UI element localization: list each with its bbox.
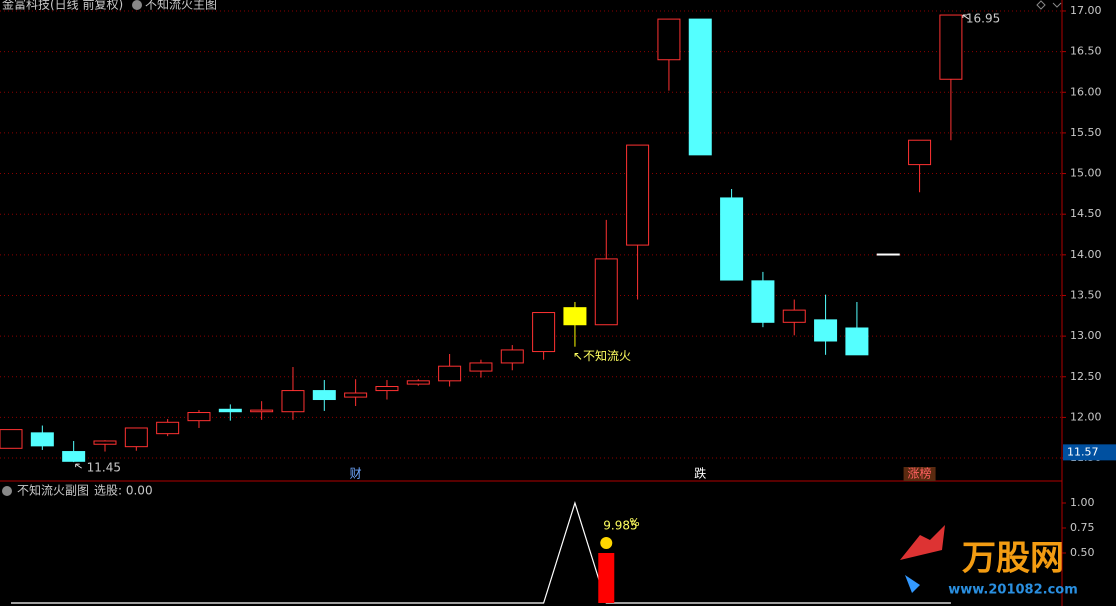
cursor-price: 11.57 <box>1067 445 1099 458</box>
candle-body <box>594 258 618 326</box>
candle-body <box>500 349 524 364</box>
y-tick-label: 0.50 <box>1070 546 1095 559</box>
signal-bar <box>598 553 615 603</box>
y-tick-label: 15.00 <box>1070 167 1102 180</box>
candle-body <box>375 386 399 392</box>
y-tick-label: 1.00 <box>1070 496 1095 509</box>
annotation-arrow <box>75 463 82 469</box>
candle-body <box>344 392 368 398</box>
logo-icon <box>900 525 945 560</box>
chart-title: 金富科技(日线 前复权) <box>2 0 123 12</box>
candle-body <box>814 319 838 342</box>
candle-body <box>312 390 336 401</box>
candle-body <box>93 440 117 445</box>
logo: 万股网 www.201082.com <box>900 525 1078 598</box>
y-tick-label: 17.00 <box>1070 4 1102 17</box>
y-tick-label: 13.50 <box>1070 288 1102 301</box>
candle-body <box>782 309 806 323</box>
annotation: ↖不知流火 <box>573 349 631 363</box>
candle-body <box>0 429 23 449</box>
candle-body <box>124 427 148 448</box>
candle-body <box>563 307 587 326</box>
y-tick-label: 12.00 <box>1070 410 1102 423</box>
candle-body <box>281 390 305 413</box>
high-label: 16.95 <box>966 12 1000 26</box>
candle-body <box>626 144 650 246</box>
x-marker-label: 跌 <box>694 466 706 481</box>
candle-body <box>908 139 932 166</box>
candle-body <box>30 432 54 447</box>
menu-icon[interactable] <box>132 0 142 10</box>
pct-label: 9.985 <box>603 519 637 533</box>
candle-body <box>250 409 274 413</box>
low-label: 11.45 <box>87 461 121 475</box>
marker-bg <box>903 467 936 481</box>
candle-body <box>939 14 963 80</box>
candle-body <box>187 412 211 422</box>
cursor-box <box>1063 444 1116 461</box>
signal-line <box>11 500 951 604</box>
candle-body <box>62 451 86 462</box>
candle-body <box>469 362 493 372</box>
logo-name: 万股网 <box>962 539 1064 579</box>
candle-body <box>720 197 744 281</box>
candle-body <box>532 312 556 353</box>
logo-url: www.201082.com <box>948 583 1078 598</box>
y-tick-label: 16.00 <box>1070 85 1102 98</box>
indicator-name: 不知流火主图 <box>145 0 217 12</box>
candle-body <box>657 18 681 61</box>
candle-body <box>876 253 900 256</box>
candle-body <box>406 380 430 385</box>
candle-body <box>218 408 242 413</box>
y-tick-label: 15.50 <box>1070 126 1102 139</box>
candle-body <box>751 280 775 323</box>
y-tick-label: 14.50 <box>1070 207 1102 220</box>
candle-body <box>438 365 462 382</box>
candle-body <box>688 18 712 156</box>
y-tick-label: 13.00 <box>1070 329 1102 342</box>
y-tick-label: 12.50 <box>1070 370 1102 383</box>
smiley <box>600 537 613 549</box>
candle-body <box>156 421 180 435</box>
x-marker-label: 涨榜 <box>908 466 932 481</box>
pct-unit: % <box>629 516 639 529</box>
logo-icon <box>905 575 920 593</box>
panel-icons[interactable] <box>1036 0 1062 10</box>
y-tick-label: 16.50 <box>1070 45 1102 58</box>
sub-readout: 选股: 0.00 <box>94 484 153 498</box>
x-marker-label: 财 <box>350 467 362 481</box>
candle-body <box>845 327 869 356</box>
y-tick-label: 14.00 <box>1070 248 1102 261</box>
y-tick-label: 0.75 <box>1070 521 1095 534</box>
sub-title: 不知流火副图 <box>17 484 89 498</box>
menu-icon[interactable] <box>2 486 12 496</box>
annotation-arrow <box>962 14 970 20</box>
